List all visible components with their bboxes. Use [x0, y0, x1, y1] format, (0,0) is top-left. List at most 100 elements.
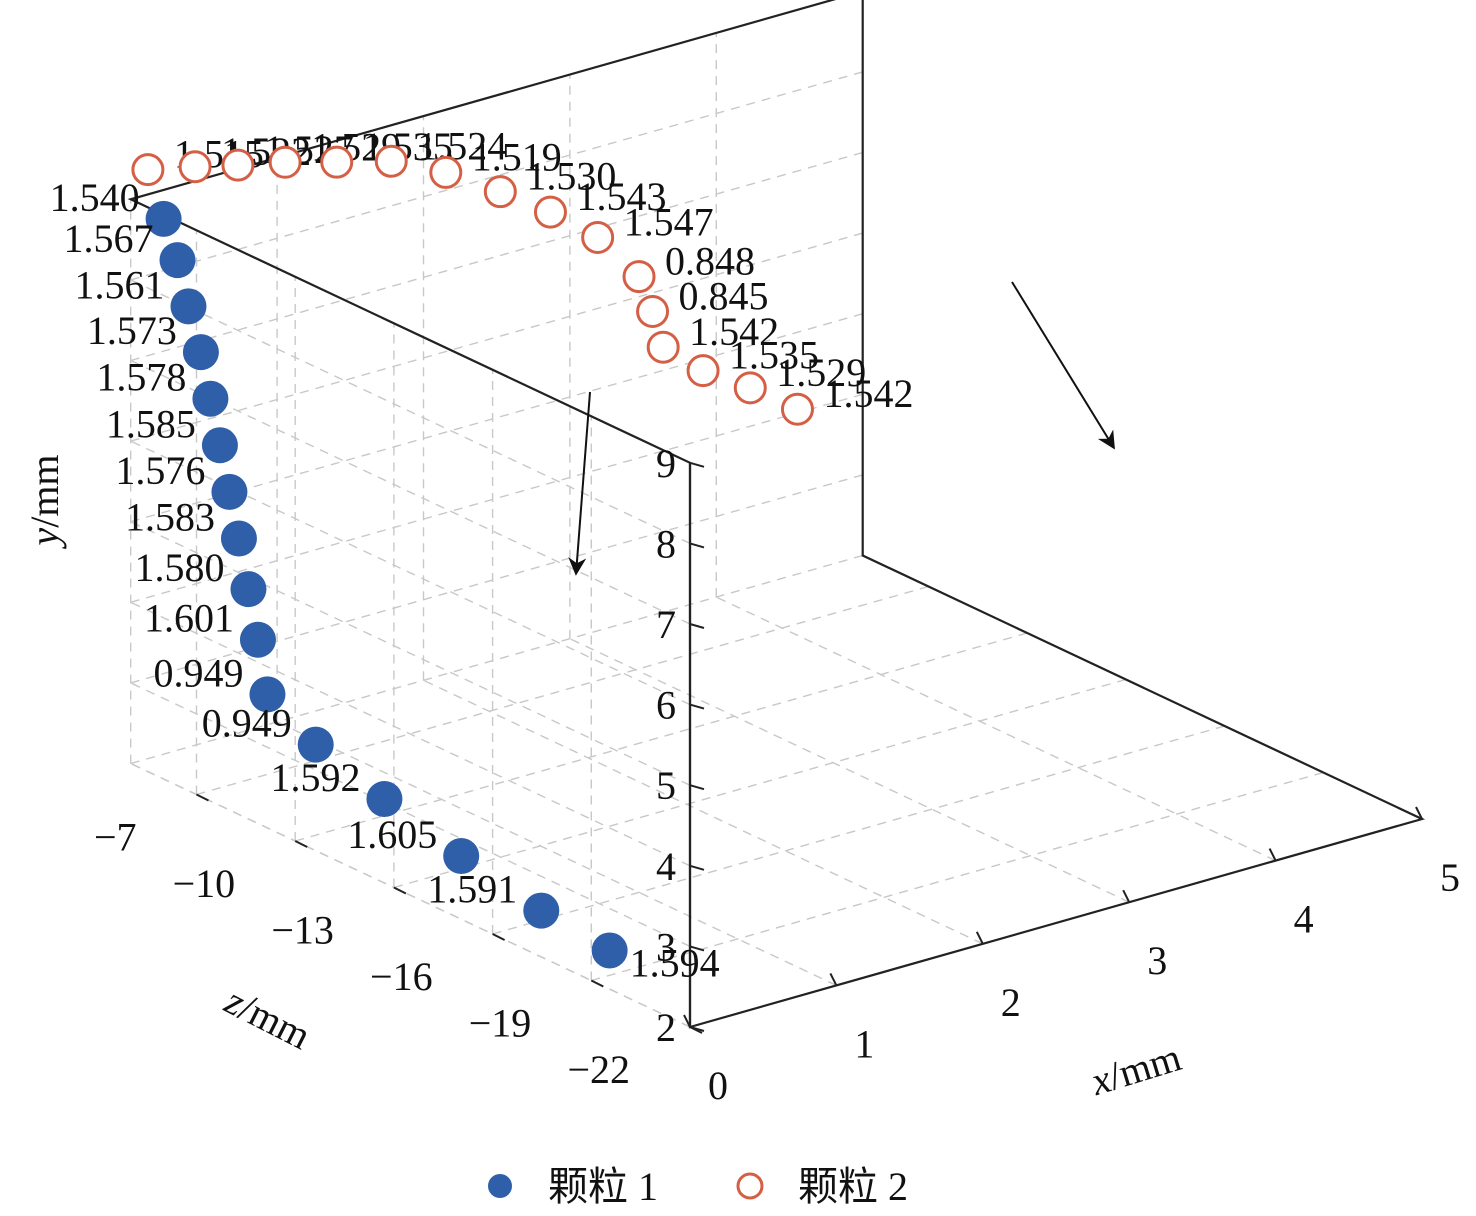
data-point-particle-1 — [591, 932, 628, 969]
y-tick-mark — [689, 784, 705, 791]
data-label-particle-1: 1.540 — [50, 175, 140, 220]
data-label-particle-1: 0.949 — [202, 701, 292, 746]
data-point-particle-1 — [366, 780, 403, 817]
z-tick-mark — [294, 840, 308, 848]
y-tick-label: 3 — [656, 924, 676, 969]
data-label-particle-1: 1.573 — [87, 308, 177, 353]
data-label-particle-2: 1.530 — [526, 154, 616, 199]
grid-line — [393, 678, 1127, 889]
data-point-particle-1 — [201, 427, 238, 464]
z-tick-label: −7 — [94, 815, 137, 860]
data-label-particle-2: 1.542 — [689, 309, 779, 354]
data-point-particle-1 — [211, 473, 248, 510]
data-point-particle-2 — [581, 220, 615, 254]
x-tick-label: 4 — [1294, 897, 1314, 942]
data-label-particle-1: 1.567 — [64, 216, 154, 261]
direction-arrow — [568, 391, 591, 576]
data-point-particle-1 — [230, 571, 267, 608]
z-tick-label: −22 — [567, 1047, 630, 1092]
data-point-particle-2 — [131, 153, 165, 187]
filled-circle-icon — [488, 1174, 512, 1198]
z-axis-title: z/mm — [217, 977, 318, 1058]
grid-line — [276, 721, 837, 987]
z-tick-label: −16 — [370, 954, 433, 999]
data-label-particle-1: 1.583 — [125, 494, 215, 539]
y-tick-label: 4 — [656, 844, 676, 889]
data-label-particle-2: 1.547 — [624, 199, 714, 244]
data-point-particle-2 — [733, 371, 767, 405]
y-tick-mark — [689, 461, 705, 468]
data-point-particle-1 — [249, 676, 286, 713]
grid-line — [130, 682, 691, 948]
legend-item-particle-1: 颗粒 1 — [488, 1164, 658, 1209]
grid-line — [716, 596, 1276, 862]
x-tick-mark — [683, 1014, 691, 1028]
data-point-particle-2 — [686, 354, 720, 388]
data-point-particle-1 — [523, 892, 560, 929]
y-tick-mark — [689, 623, 705, 629]
z-tick-mark — [393, 886, 407, 895]
grid-line — [492, 725, 1225, 935]
y-tick-label: 6 — [656, 683, 676, 728]
x-axis-title: x/mm — [1085, 1034, 1186, 1104]
z-tick-mark — [492, 933, 506, 941]
data-point-particle-1 — [297, 726, 334, 763]
data-point-particle-2 — [533, 195, 567, 229]
legend-item-particle-2: 颗粒 2 — [736, 1164, 908, 1209]
grid-line — [130, 521, 691, 786]
series-particle-1: 1.5401.5671.5611.5731.5781.5851.5761.583… — [50, 175, 720, 986]
legend-label: 颗粒 2 — [798, 1164, 908, 1209]
grid-line — [130, 279, 691, 545]
data-label-particle-2: 1.529 — [776, 350, 866, 395]
data-label-particle-1: 1.580 — [134, 545, 224, 590]
data-label-particle-2: 1.524 — [417, 123, 507, 168]
open-circle-icon — [736, 1172, 764, 1200]
data-label-particle-1: 1.561 — [74, 262, 164, 307]
data-point-particle-1 — [239, 621, 276, 658]
data-point-particle-1 — [159, 242, 196, 279]
z-tick-mark — [196, 793, 209, 802]
data-label-particle-2: 1.519 — [472, 134, 562, 179]
z-tick-label: −19 — [469, 1001, 532, 1046]
data-label-particle-2: 1.543 — [576, 174, 666, 219]
data-label-particle-2: 1.542 — [823, 371, 913, 416]
data-point-particle-2 — [320, 145, 354, 179]
data-point-particle-2 — [221, 148, 255, 182]
x-tick-label: 0 — [708, 1063, 728, 1108]
data-label-particle-1: 0.949 — [153, 650, 243, 695]
data-label-particle-1: 1.578 — [96, 355, 186, 400]
data-label-particle-1: 1.576 — [115, 448, 205, 493]
x-tick-mark — [975, 931, 984, 945]
data-point-particle-2 — [429, 155, 463, 189]
z-tick-mark — [590, 979, 604, 988]
y-tick-mark — [689, 703, 705, 710]
y-tick-label: 5 — [656, 763, 676, 808]
data-label-particle-1: 1.605 — [347, 812, 437, 857]
grid-line — [423, 679, 984, 945]
data-point-particle-1 — [220, 520, 257, 557]
data-point-particle-1 — [145, 200, 182, 237]
data-point-particle-1 — [443, 838, 480, 875]
y-tick-mark — [689, 864, 705, 871]
data-point-particle-2 — [636, 294, 670, 328]
data-label-particle-1: 1.601 — [144, 596, 234, 641]
data-point-particle-1 — [182, 334, 219, 371]
data-label-particle-1: 1.594 — [630, 940, 720, 985]
data-point-particle-2 — [780, 392, 814, 426]
data-point-particle-2 — [646, 330, 680, 364]
x-tick-label: 2 — [1001, 980, 1021, 1025]
y-tick-mark — [689, 542, 705, 549]
z-tick-label: −10 — [173, 861, 236, 906]
data-point-particle-2 — [178, 150, 212, 184]
data-label-particle-2: 1.535 — [729, 333, 819, 378]
y-tick-label: 9 — [656, 441, 676, 486]
x-tick-mark — [1122, 889, 1131, 903]
data-label-particle-1: 1.585 — [106, 401, 196, 446]
direction-arrows — [568, 281, 1115, 576]
legend-label: 颗粒 1 — [548, 1164, 658, 1209]
data-point-particle-2 — [268, 145, 302, 179]
data-label-particle-2: 0.845 — [679, 273, 769, 318]
x-tick-mark — [1268, 848, 1277, 862]
x-tick-label: 5 — [1440, 855, 1460, 900]
